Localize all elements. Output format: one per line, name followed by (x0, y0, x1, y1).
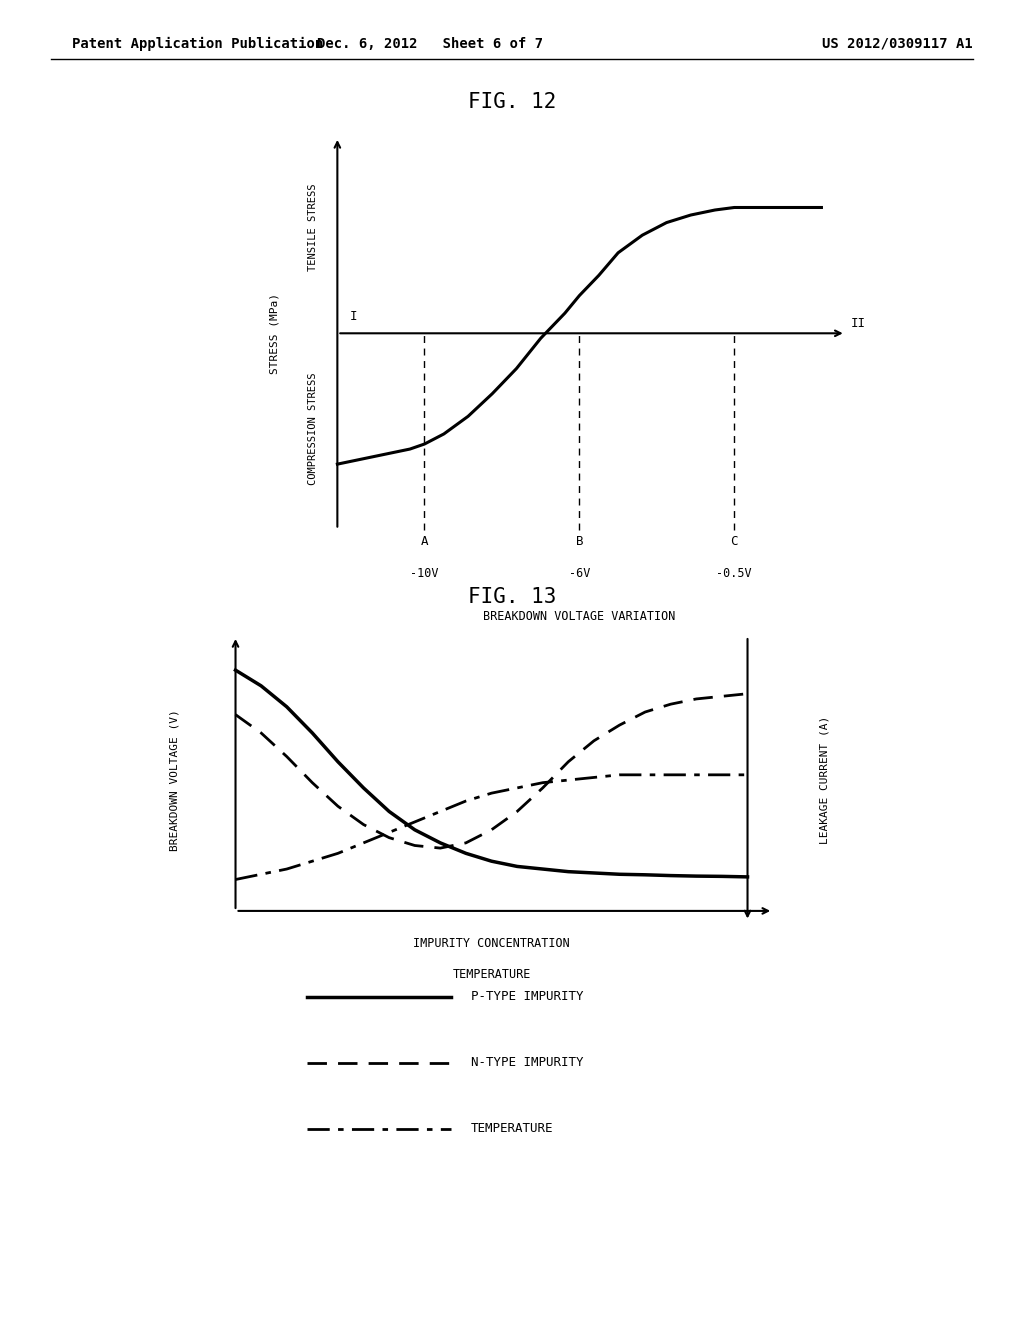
Text: C: C (730, 535, 738, 548)
Text: BREAKDOWN VOLTAGE VARIATION: BREAKDOWN VOLTAGE VARIATION (483, 610, 676, 623)
Text: LEAKAGE CURRENT (A): LEAKAGE CURRENT (A) (819, 715, 829, 845)
Text: I: I (349, 310, 357, 323)
Text: Patent Application Publication: Patent Application Publication (72, 37, 323, 51)
Text: IMPURITY CONCENTRATION: IMPURITY CONCENTRATION (413, 937, 570, 950)
Text: STRESS (MPa): STRESS (MPa) (269, 293, 280, 374)
Text: Dec. 6, 2012   Sheet 6 of 7: Dec. 6, 2012 Sheet 6 of 7 (317, 37, 543, 51)
Text: FIG. 12: FIG. 12 (468, 92, 556, 112)
Text: N-TYPE IMPURITY: N-TYPE IMPURITY (471, 1056, 584, 1069)
Text: -0.5V: -0.5V (717, 568, 752, 581)
Text: TEMPERATURE: TEMPERATURE (471, 1122, 554, 1135)
Text: COMPRESSION STRESS: COMPRESSION STRESS (308, 372, 318, 486)
Text: FIG. 13: FIG. 13 (468, 587, 556, 607)
Text: -6V: -6V (568, 568, 590, 581)
Text: US 2012/0309117 A1: US 2012/0309117 A1 (822, 37, 973, 51)
Text: A: A (421, 535, 428, 548)
Text: -10V: -10V (411, 568, 438, 581)
Text: TENSILE STRESS: TENSILE STRESS (308, 183, 318, 272)
Text: B: B (575, 535, 583, 548)
Text: P-TYPE IMPURITY: P-TYPE IMPURITY (471, 990, 584, 1003)
Text: BREAKDOWN VOLTAGE (V): BREAKDOWN VOLTAGE (V) (169, 709, 179, 851)
Text: TEMPERATURE: TEMPERATURE (453, 969, 530, 982)
Text: II: II (851, 317, 865, 330)
